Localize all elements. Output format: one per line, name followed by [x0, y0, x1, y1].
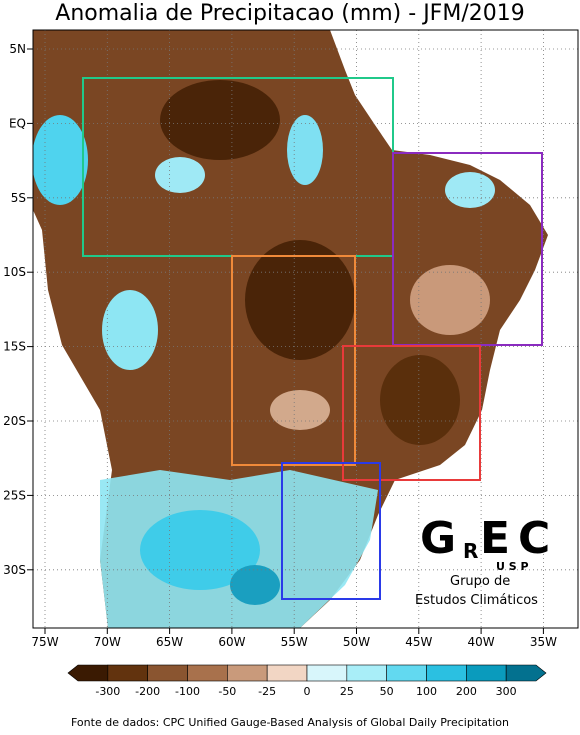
- colorbar-label: 300: [496, 685, 517, 698]
- colorbar-segment: [505, 664, 547, 682]
- colorbar-segment: [346, 664, 387, 682]
- colorbar-segment: [107, 664, 148, 682]
- colorbar-label: 0: [304, 685, 311, 698]
- logo-letter: C: [518, 513, 550, 564]
- title: Anomalia de Precipitacao (mm) - JFM/2019: [55, 1, 524, 26]
- colorbar-label: 200: [456, 685, 477, 698]
- colorbar-segment: [67, 664, 109, 682]
- lon-label: 70W: [94, 635, 121, 649]
- source-note: Fonte de dados: CPC Unified Gauge-Based …: [71, 716, 509, 729]
- map-frame: [32, 29, 579, 629]
- colorbar-segment: [187, 664, 228, 682]
- lon-label: 50W: [343, 635, 370, 649]
- lon-label: 75W: [31, 635, 58, 649]
- lat-label: 20S: [3, 414, 26, 428]
- lat-label: 5S: [11, 191, 26, 205]
- lon-label: 45W: [405, 635, 432, 649]
- logo-letter: R: [463, 539, 478, 563]
- colorbar-segment: [386, 664, 427, 682]
- logo-letter: E: [480, 513, 510, 564]
- colorbar-segment: [147, 664, 188, 682]
- colorbar-label: -200: [135, 685, 160, 698]
- lat-label: 5N: [9, 42, 26, 56]
- lon-label: 60W: [218, 635, 245, 649]
- colorbar-label: -50: [218, 685, 236, 698]
- lat-label: EQ: [9, 116, 26, 130]
- logo-line: Estudos Climáticos: [415, 593, 538, 608]
- colorbar-label: -25: [258, 685, 276, 698]
- colorbar-segment: [466, 664, 507, 682]
- lat-label: 25S: [3, 488, 26, 502]
- colorbar-label: 100: [416, 685, 437, 698]
- colorbar-label: 25: [340, 685, 354, 698]
- colorbar-label: -300: [95, 685, 120, 698]
- logo-usp: U S P: [496, 560, 529, 573]
- colorbar-segment: [426, 664, 467, 682]
- box-red: [342, 345, 481, 481]
- colorbar-label: -100: [175, 685, 200, 698]
- map-area: [33, 30, 578, 628]
- colorbar-label: 50: [380, 685, 394, 698]
- logo-letter: G: [420, 513, 456, 564]
- colorbar-segment: [306, 664, 348, 682]
- analysis-boxes: [82, 77, 543, 600]
- box-orange: [231, 255, 356, 466]
- colorbar-segment: [227, 664, 268, 682]
- lat-label: 10S: [3, 265, 26, 279]
- lon-label: 65W: [156, 635, 183, 649]
- lat-label: 30S: [3, 563, 26, 577]
- lat-label: 15S: [3, 340, 26, 354]
- logo: G R E C U S P Grupo de Estudos Climático…: [415, 513, 550, 608]
- lon-label: 40W: [468, 635, 495, 649]
- colorbar-segment: [266, 664, 308, 682]
- lon-label: 55W: [281, 635, 308, 649]
- box-blue: [281, 462, 381, 600]
- lon-label: 35W: [530, 635, 557, 649]
- logo-line: Grupo de: [450, 574, 510, 589]
- colorbar: -300 -200 -100 -50 -25 0 25 50 100 200 300: [67, 664, 547, 698]
